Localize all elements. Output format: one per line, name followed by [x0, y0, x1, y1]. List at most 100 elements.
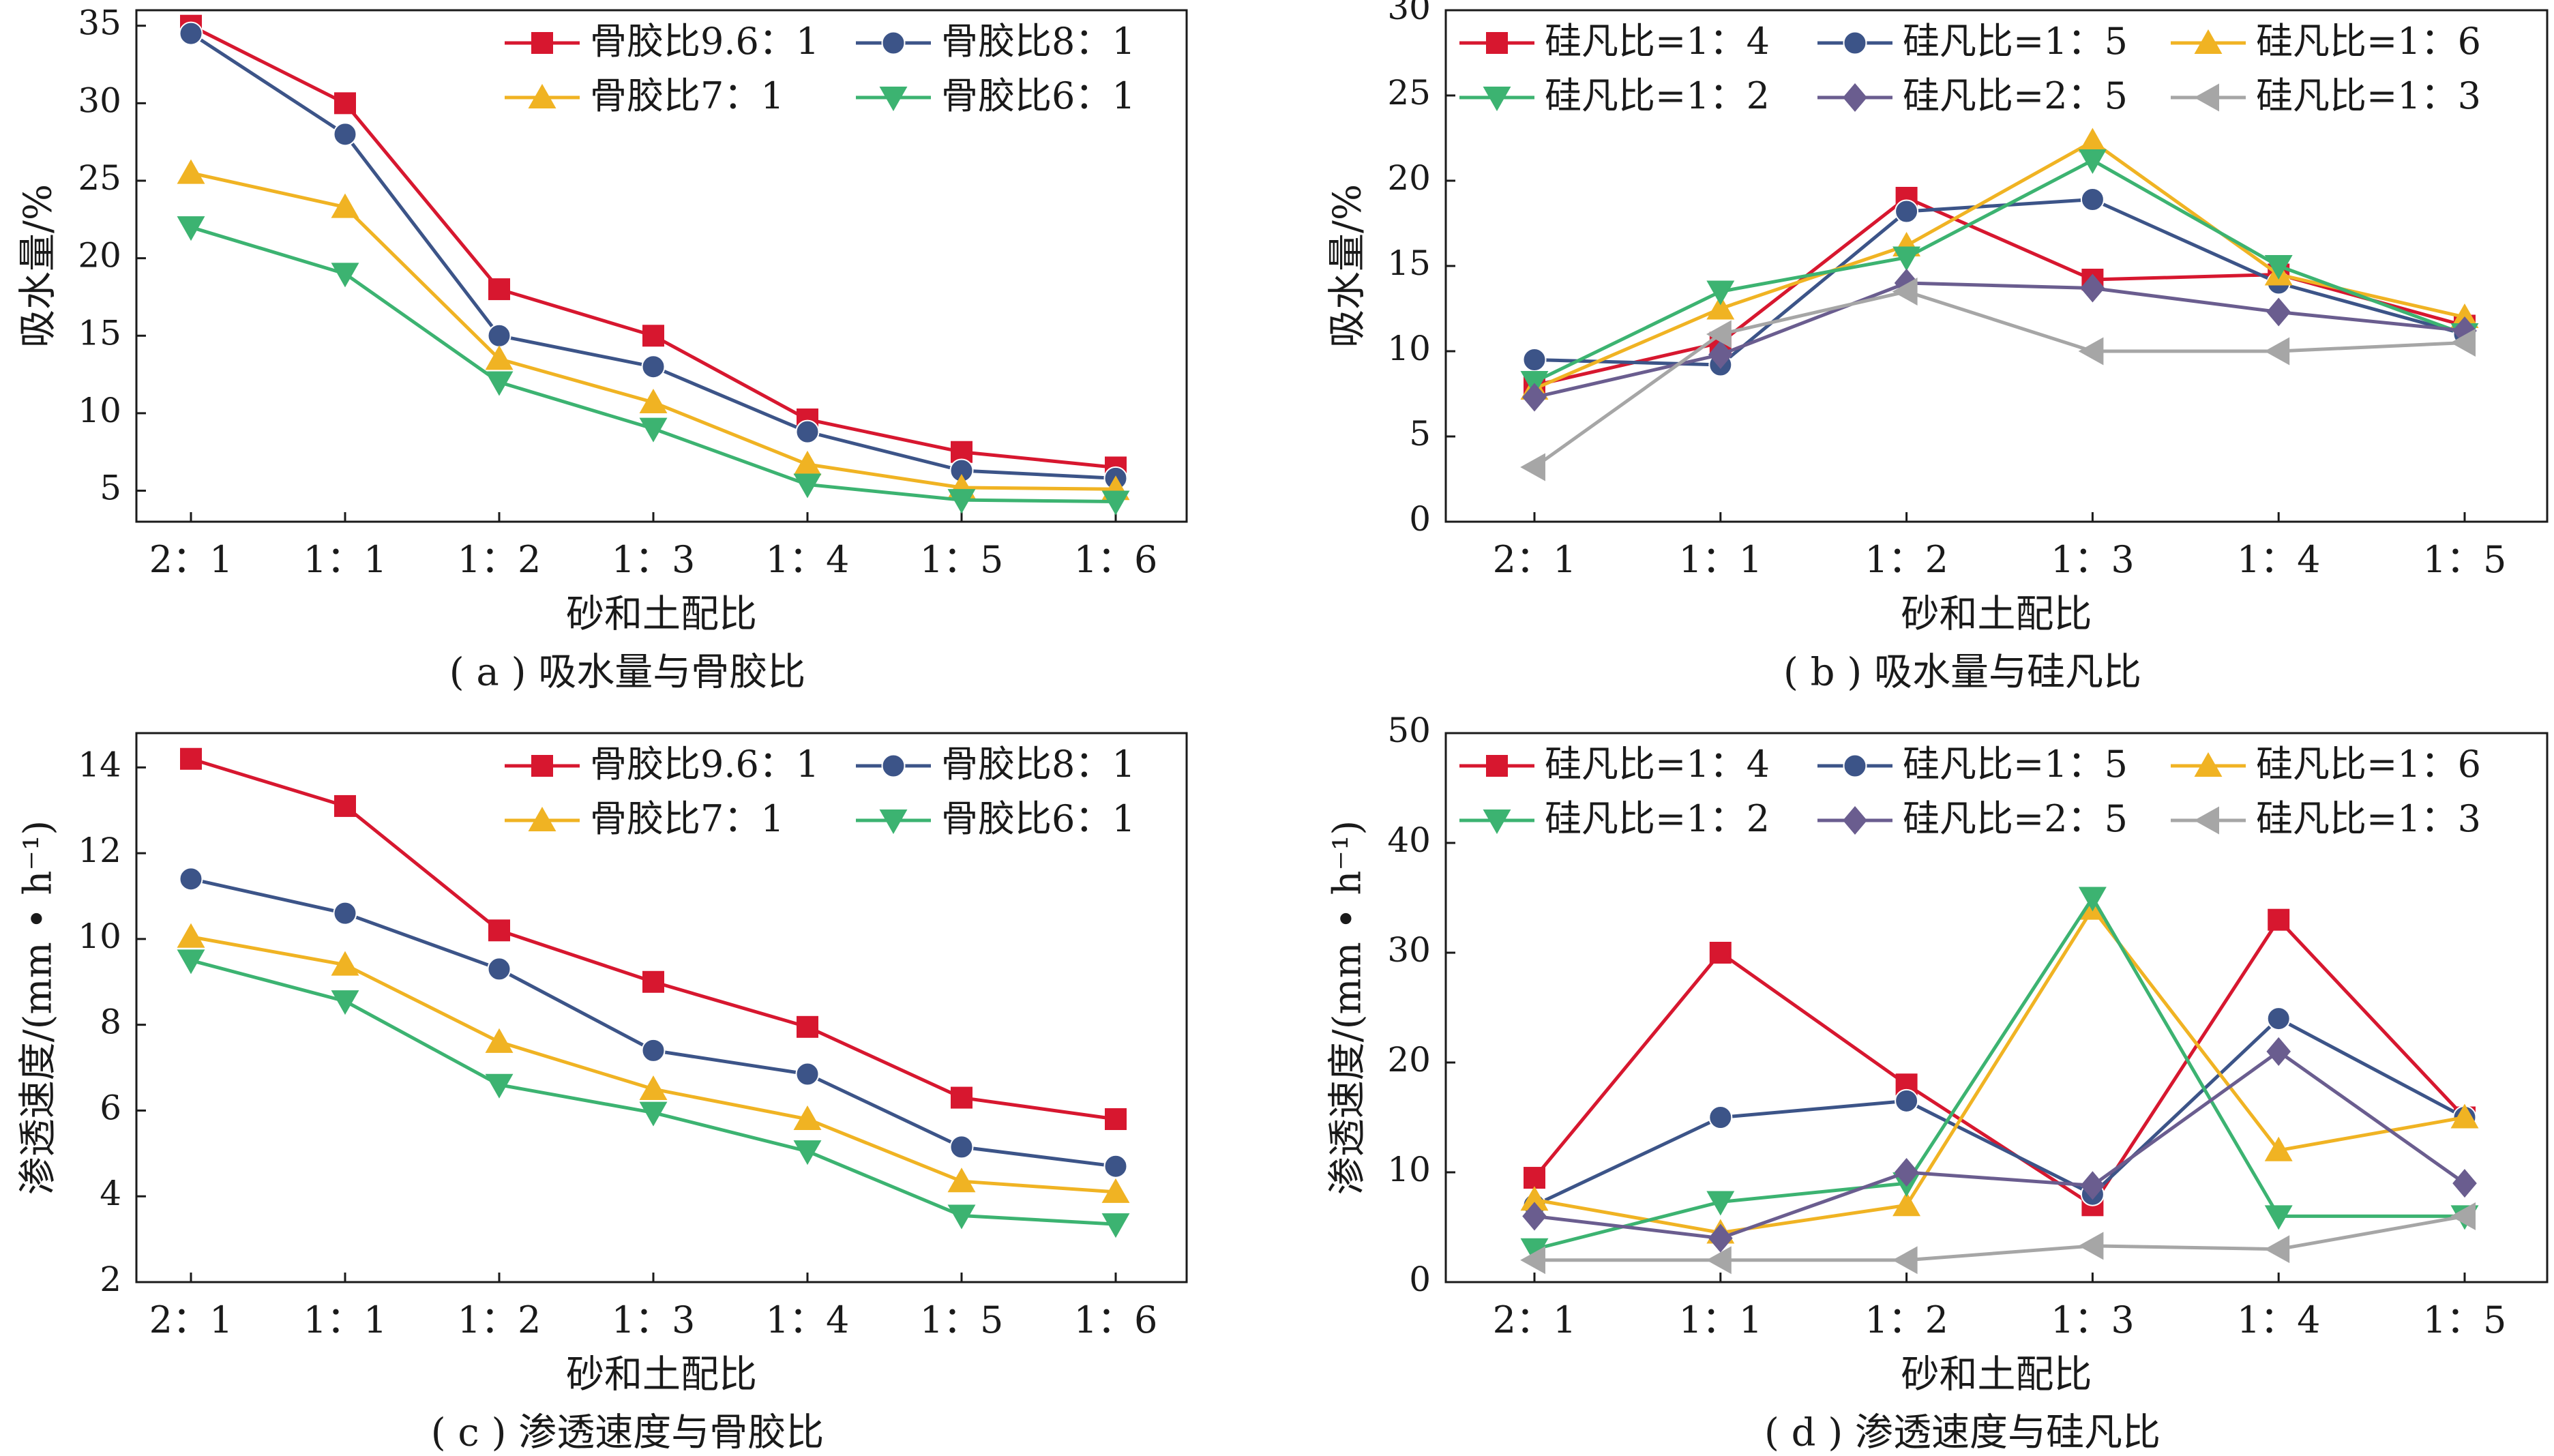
data-point [1892, 278, 1918, 306]
legend-swatch-marker [531, 32, 553, 54]
legend-item: 骨胶比6：1 [856, 74, 1135, 117]
legend-item: 硅凡比=2：5 [1817, 797, 2128, 840]
legend-item: 硅凡比=1：4 [1459, 743, 1770, 786]
y-tick-label: 14 [78, 745, 121, 784]
y-tick-label: 20 [1387, 1040, 1431, 1080]
data-point [793, 1105, 822, 1131]
data-point [179, 21, 203, 46]
legend-label: 骨胶比7：1 [590, 74, 784, 117]
y-tick-label: 20 [1387, 158, 1431, 198]
chart-panel-b: 0 5 10 15 20 25 30 2：1 1：1 1：2 1：3 1：4 1：5 砂和土配比 吸水量/%… [1326, 0, 2549, 695]
legend-swatch-marker [879, 87, 908, 112]
y-tick-label: 10 [1387, 1150, 1431, 1189]
x-tick-label: 2：1 [149, 1298, 233, 1341]
data-point [793, 473, 822, 499]
x-tick-label: 1：4 [2237, 1298, 2321, 1341]
y-tick-label: 20 [78, 236, 121, 276]
data-point [639, 1075, 668, 1100]
data-point [2450, 329, 2476, 357]
data-point [1520, 1246, 1545, 1275]
x-tick-label: 1：3 [2051, 1298, 2135, 1341]
y-tick-label: 5 [100, 469, 121, 508]
x-axis-label: 砂和土配比 [1901, 593, 2092, 637]
legend-swatch-marker [1483, 809, 1511, 835]
x-tick-label: 1：1 [303, 538, 387, 581]
data-point [2264, 1205, 2293, 1230]
data-point [1708, 1105, 1733, 1129]
x-tick-label: 1：1 [303, 1298, 387, 1341]
data-point [487, 323, 511, 348]
data-point [2266, 1037, 2291, 1066]
x-tick-label: 2：1 [149, 538, 233, 581]
x-tick-label: 1：4 [2237, 538, 2321, 581]
y-tick-label: 12 [78, 831, 121, 870]
legend-label: 骨胶比8：1 [941, 743, 1135, 786]
data-point [1892, 246, 1921, 271]
data-point [1708, 340, 1733, 370]
legend-swatch-marker [879, 809, 908, 835]
data-point [795, 1062, 820, 1086]
y-tick-label: 50 [1387, 711, 1431, 750]
legend-label: 硅凡比=1：6 [2256, 20, 2481, 63]
y-tick-label: 8 [100, 1002, 121, 1042]
data-point [177, 923, 205, 948]
series-line [1534, 281, 2465, 399]
data-point [331, 951, 359, 976]
data-point [951, 1086, 972, 1109]
legend-swatch-marker [881, 31, 906, 55]
series-0 [180, 747, 1127, 1131]
data-point [639, 1101, 668, 1127]
x-tick-label: 1：5 [920, 1298, 1004, 1341]
data-point [1101, 1213, 1130, 1238]
panel-caption: ( d ) 渗透速度与硅凡比 [1764, 1411, 2160, 1455]
data-point [488, 278, 510, 301]
legend: 硅凡比=1：4 硅凡比=1：5 硅凡比=1：6 硅凡比=1：2 硅凡比=2：5 硅凡比=1… [1459, 743, 2481, 840]
series-3 [1520, 887, 2479, 1263]
data-point [947, 1168, 976, 1193]
series-line [1533, 917, 2466, 1208]
legend: 硅凡比=1：4 硅凡比=1：5 硅凡比=1：6 硅凡比=1：2 硅凡比=2：5 硅凡比=1… [1459, 20, 2481, 117]
data-point [333, 122, 357, 147]
x-tick-label: 1：1 [1678, 538, 1762, 581]
x-axis-label: 砂和土配比 [566, 1353, 757, 1397]
data-point [1522, 383, 1547, 412]
series-2 [1520, 128, 2479, 400]
plot-frame [135, 732, 1188, 1283]
y-axis-label: 渗透速度/(mm • h⁻¹) [16, 820, 61, 1195]
legend-label: 硅凡比=1：5 [1903, 20, 2128, 63]
x-tick-label: 1：1 [1678, 1298, 1762, 1341]
y-tick-label: 0 [1409, 1260, 1431, 1299]
legend-label: 骨胶比9.6：1 [590, 743, 819, 786]
data-point [639, 417, 668, 443]
y-tick-label: 40 [1387, 820, 1431, 860]
legend-label: 硅凡比=2：5 [1903, 797, 2128, 840]
legend-label: 硅凡比=1：4 [1545, 20, 1770, 63]
data-point [485, 1028, 514, 1053]
data-point [2452, 1169, 2477, 1198]
data-point [1706, 320, 1732, 348]
series-5 [1520, 1202, 2476, 1275]
data-point [1105, 1108, 1127, 1131]
y-tick-label: 0 [1409, 499, 1431, 539]
legend-label: 骨胶比9.6：1 [590, 20, 819, 63]
data-point [177, 949, 205, 975]
legend-item: 骨胶比8：1 [856, 743, 1135, 786]
data-point [334, 794, 356, 817]
data-point [642, 325, 664, 347]
legend-item: 骨胶比9.6：1 [505, 743, 819, 786]
legend-swatch-marker [531, 755, 553, 777]
legend-label: 骨胶比8：1 [941, 20, 1135, 63]
series-line [1533, 1016, 2466, 1207]
data-point [1103, 1154, 1128, 1178]
legend-swatch-marker [1843, 754, 1867, 778]
legend-label: 硅凡比=1：5 [1903, 743, 2128, 786]
legend-label: 硅凡比=1：6 [2256, 743, 2481, 786]
legend-item: 硅凡比=1：4 [1459, 20, 1770, 63]
data-point [2078, 887, 2107, 912]
y-tick-label: 4 [100, 1174, 121, 1213]
x-tick-label: 1：2 [458, 1298, 541, 1341]
series-line [1534, 196, 2465, 387]
legend-item: 骨胶比7：1 [505, 74, 784, 117]
series-5 [1520, 278, 2476, 481]
data-point [488, 919, 510, 942]
